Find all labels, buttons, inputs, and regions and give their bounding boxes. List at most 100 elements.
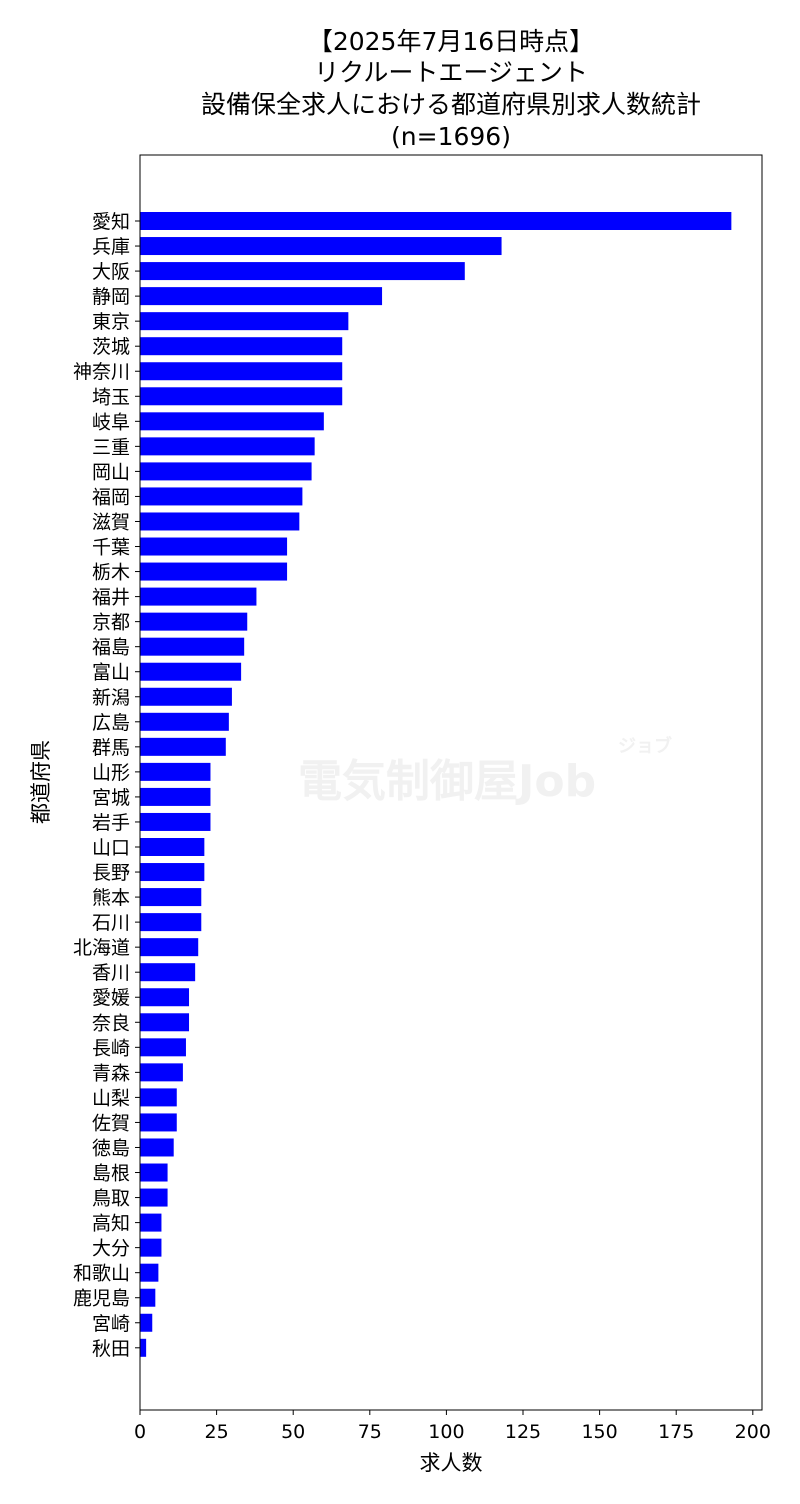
bar xyxy=(140,963,196,982)
category-label: 宮崎 xyxy=(92,1313,130,1335)
category-label: 秋田 xyxy=(92,1338,130,1360)
category-label: 新潟 xyxy=(92,687,130,709)
watermark-text: 電気制御屋Job xyxy=(298,756,596,807)
watermark: 電気制御屋Job ジョブ xyxy=(298,735,672,807)
category-label: 福岡 xyxy=(92,486,130,508)
bar xyxy=(140,1163,168,1182)
bar xyxy=(140,562,288,581)
x-tick-label: 175 xyxy=(658,1421,694,1443)
category-label: 愛媛 xyxy=(92,987,130,1009)
title-line-2: リクルートエージェント xyxy=(314,58,588,87)
category-label: 宮城 xyxy=(92,787,130,809)
x-tick-label: 0 xyxy=(134,1421,146,1443)
category-label: 山梨 xyxy=(92,1087,130,1109)
category-label: 佐賀 xyxy=(92,1112,130,1134)
bar xyxy=(140,487,303,506)
title-line-1: 【2025年7月16日時点】 xyxy=(308,27,594,56)
bar xyxy=(140,612,248,631)
y-axis-label: 都道府県 xyxy=(29,740,53,824)
category-label: 高知 xyxy=(92,1213,130,1235)
title-line-3: 設備保全求人における都道府県別求人数統計 xyxy=(201,90,701,119)
bar xyxy=(140,1038,186,1057)
y-axis-ticks xyxy=(135,220,140,1349)
bar xyxy=(140,838,205,856)
bars-group xyxy=(140,212,732,1357)
category-label: 三重 xyxy=(92,436,130,458)
bar xyxy=(140,1338,147,1357)
category-label: 埼玉 xyxy=(92,386,130,408)
category-label: 山口 xyxy=(92,837,130,859)
category-label: 熊本 xyxy=(92,887,130,909)
category-label: 奈良 xyxy=(92,1012,130,1034)
bar xyxy=(140,1088,177,1107)
bar xyxy=(140,762,211,781)
bar xyxy=(140,1063,183,1082)
category-label: 大分 xyxy=(92,1238,130,1260)
category-label: 岩手 xyxy=(92,812,130,834)
category-label: 長野 xyxy=(92,862,130,884)
category-label: 茨城 xyxy=(92,336,130,358)
watermark-small-text: ジョブ xyxy=(618,735,672,757)
category-label: 鳥取 xyxy=(92,1188,130,1210)
category-label: 大阪 xyxy=(92,261,130,283)
bar xyxy=(140,662,242,681)
category-label: 福島 xyxy=(92,637,130,659)
category-label: 福井 xyxy=(92,587,130,609)
category-label: 石川 xyxy=(92,912,130,934)
x-tick-label: 50 xyxy=(281,1421,305,1443)
category-label: 愛知 xyxy=(92,211,130,233)
x-tick-label: 200 xyxy=(735,1421,771,1443)
bar xyxy=(140,938,199,957)
bar xyxy=(140,1013,190,1032)
bar xyxy=(140,812,211,831)
plot-area-frame xyxy=(139,154,763,1411)
bar xyxy=(140,1188,168,1207)
category-label: 青森 xyxy=(92,1062,130,1084)
bar xyxy=(140,737,226,756)
bar xyxy=(140,287,383,306)
bar xyxy=(140,1238,162,1257)
bar xyxy=(140,212,732,230)
bar xyxy=(140,863,205,882)
bar xyxy=(140,988,190,1007)
category-label: 広島 xyxy=(92,712,130,734)
bar xyxy=(140,512,300,531)
bar xyxy=(140,1113,177,1132)
bar xyxy=(140,412,324,431)
x-tick-label: 25 xyxy=(205,1421,229,1443)
bar xyxy=(140,362,343,381)
category-label: 鹿児島 xyxy=(73,1288,130,1310)
x-tick-label: 125 xyxy=(505,1421,541,1443)
chart-title: 【2025年7月16日時点】 リクルートエージェント 設備保全求人における都道府… xyxy=(201,27,701,151)
bar xyxy=(140,1288,156,1307)
bar xyxy=(140,1313,153,1332)
category-label: 島根 xyxy=(92,1163,130,1185)
bar xyxy=(140,462,312,481)
bar xyxy=(140,262,465,281)
bar xyxy=(140,1138,174,1157)
category-label: 山形 xyxy=(92,762,130,784)
category-label: 岡山 xyxy=(92,461,130,483)
x-tick-label: 75 xyxy=(358,1421,382,1443)
category-label: 神奈川 xyxy=(73,361,130,383)
x-axis-ticks: 0 25 50 75 100 125 150 175 200 xyxy=(134,1410,771,1443)
bar xyxy=(140,437,315,456)
x-tick-label: 150 xyxy=(581,1421,617,1443)
category-labels: 愛知兵庫大阪静岡東京茨城神奈川埼玉岐阜三重岡山福岡滋賀千葉栃木福井京都福島富山新… xyxy=(73,211,130,1360)
bar xyxy=(140,712,229,731)
x-tick-label: 100 xyxy=(428,1421,464,1443)
bar xyxy=(140,1263,159,1282)
category-label: 滋賀 xyxy=(92,511,130,533)
bar xyxy=(140,537,288,556)
bar xyxy=(140,587,257,606)
bar xyxy=(140,312,349,331)
bar xyxy=(140,237,502,256)
bar xyxy=(140,1213,162,1232)
category-label: 兵庫 xyxy=(92,236,130,258)
bar xyxy=(140,913,202,932)
category-label: 群馬 xyxy=(92,737,130,759)
bar xyxy=(140,387,343,406)
bar xyxy=(140,337,343,356)
x-axis-label: 求人数 xyxy=(420,1451,483,1475)
